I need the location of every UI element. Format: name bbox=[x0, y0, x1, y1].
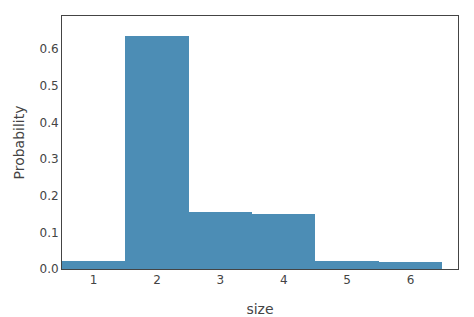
svg-text:Probability: Probability bbox=[11, 105, 27, 179]
svg-text:0.1: 0.1 bbox=[40, 226, 59, 240]
svg-text:2: 2 bbox=[153, 273, 161, 287]
svg-text:1: 1 bbox=[90, 273, 98, 287]
svg-text:size: size bbox=[246, 301, 273, 317]
svg-text:0.0: 0.0 bbox=[40, 262, 59, 276]
svg-text:5: 5 bbox=[343, 273, 351, 287]
svg-text:3: 3 bbox=[217, 273, 225, 287]
svg-text:0.4: 0.4 bbox=[40, 116, 59, 130]
svg-text:4: 4 bbox=[280, 273, 288, 287]
svg-text:0.5: 0.5 bbox=[40, 79, 59, 93]
svg-text:0.6: 0.6 bbox=[40, 42, 59, 56]
svg-text:0.2: 0.2 bbox=[40, 189, 59, 203]
svg-text:0.3: 0.3 bbox=[40, 152, 59, 166]
svg-text:6: 6 bbox=[407, 273, 415, 287]
